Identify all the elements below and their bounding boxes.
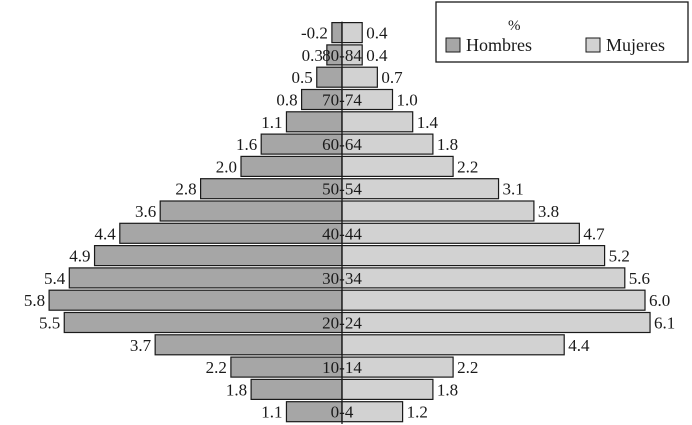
men-value-55-59: 2.0 (216, 157, 237, 176)
legend-swatch-women (585, 37, 601, 53)
men-bars (48, 22, 343, 423)
women-value-5-9: 1.8 (437, 380, 458, 399)
women-value-60-64: 1.8 (437, 135, 458, 154)
men-value-5-9: 1.8 (226, 380, 247, 399)
men-value-50-54: 2.8 (175, 180, 196, 199)
men-value-20-24: 5.5 (39, 314, 60, 333)
women-value-55-59: 2.2 (457, 157, 478, 176)
women-value-30-34: 5.6 (629, 269, 650, 288)
men-bar-40-44 (119, 222, 343, 244)
men-bar-50-54 (200, 178, 343, 200)
men-value-10-14: 2.2 (206, 358, 227, 377)
legend: % Hombres Mujeres (435, 1, 689, 63)
legend-swatch-men (445, 37, 461, 53)
men-bar-65-69 (285, 111, 343, 133)
women-value-40-44: 4.7 (583, 224, 605, 243)
women-bar-45-49 (341, 200, 535, 222)
men-bar-55-59 (240, 155, 343, 177)
men-bar-35-39 (93, 245, 343, 267)
legend-label-men: Hombres (466, 35, 532, 55)
men-bar-85+ (331, 22, 343, 44)
men-value-60-64: 1.6 (236, 135, 257, 154)
women-value-50-54: 3.1 (503, 180, 524, 199)
women-value-75-79: 0.7 (381, 68, 403, 87)
women-bar-40-44 (341, 222, 580, 244)
women-bars (341, 22, 651, 423)
women-value-15-19: 4.4 (568, 336, 590, 355)
women-value-65-69: 1.4 (417, 113, 439, 132)
women-value-10-14: 2.2 (457, 358, 478, 377)
men-value-65-69: 1.1 (261, 113, 282, 132)
women-value-45-49: 3.8 (538, 202, 559, 221)
men-value-15-19: 3.7 (130, 336, 152, 355)
men-value-labels: 1.11.82.23.75.55.85.44.94.43.62.82.01.61… (24, 24, 328, 422)
women-bar-5-9 (341, 378, 434, 400)
men-value-75-79: 0.5 (292, 68, 313, 87)
women-value-80-84: 0.4 (366, 46, 388, 65)
men-bar-45-49 (159, 200, 343, 222)
women-value-35-39: 5.2 (609, 247, 630, 266)
women-bar-50-54 (341, 178, 500, 200)
men-bar-20-24 (63, 311, 343, 334)
women-bar-65-69 (341, 111, 414, 133)
men-bar-15-19 (154, 334, 343, 356)
men-value-85+: -0.2 (301, 24, 328, 43)
women-bar-15-19 (341, 334, 565, 356)
women-bar-35-39 (341, 245, 606, 267)
women-bar-55-59 (341, 155, 454, 177)
women-value-25-29: 6.0 (649, 291, 670, 310)
legend-unit: % (508, 18, 521, 34)
women-bar-75-79 (341, 66, 378, 88)
men-value-80-84: 0.3 (302, 46, 323, 65)
women-value-0-4: 1.2 (407, 403, 428, 422)
men-value-40-44: 4.4 (95, 224, 117, 243)
women-value-labels: 1.2 1.8 2.2 4.4 6.1 6.0 5.6 5.24.7 3.8 3.1 2.2 1.8 1… (366, 24, 675, 422)
men-bar-75-79 (316, 66, 343, 88)
women-value-70-74: 1.0 (397, 91, 418, 110)
women-value-85+: 0.4 (366, 24, 388, 43)
women-bar-85+ (341, 22, 363, 44)
legend-label-women: Mujeres (606, 35, 665, 55)
men-bar-25-29 (48, 289, 343, 311)
women-bar-25-29 (341, 289, 646, 311)
men-value-25-29: 5.8 (24, 291, 45, 310)
men-value-35-39: 4.9 (69, 247, 90, 266)
men-value-45-49: 3.6 (135, 202, 156, 221)
men-bar-5-9 (250, 378, 343, 400)
women-bar-30-34 (341, 267, 626, 289)
women-bar-20-24 (341, 311, 651, 334)
men-value-70-74: 0.8 (276, 91, 297, 110)
men-value-0-4: 1.1 (261, 403, 282, 422)
legend-box (435, 1, 689, 63)
men-value-30-34: 5.4 (44, 269, 66, 288)
women-value-20-24: 6.1 (654, 314, 675, 333)
men-bar-30-34 (68, 267, 343, 289)
